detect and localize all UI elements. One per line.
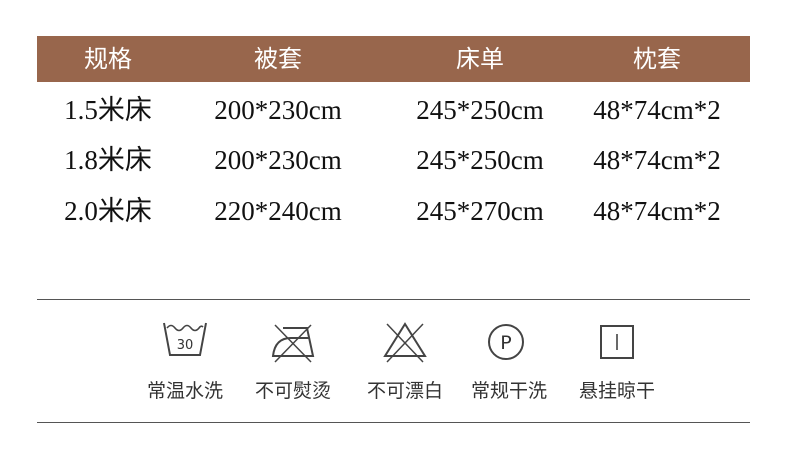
divider-top	[37, 299, 750, 300]
header-bed-sheet: 床单	[456, 45, 504, 73]
dry-clean-p-icon: P	[488, 324, 524, 360]
care-label-no-iron: 不可熨烫	[254, 380, 332, 402]
cell: 48*74cm*2	[593, 145, 721, 175]
no-bleach-icon	[383, 322, 427, 363]
cell: 48*74cm*2	[593, 95, 721, 125]
hang-dry-icon	[600, 325, 634, 359]
care-label-dry-clean: 常规干洗	[470, 380, 548, 402]
cell: 48*74cm*2	[593, 196, 721, 226]
care-label-wash: 常温水洗	[146, 380, 224, 402]
table-header-bar	[37, 36, 750, 82]
header-pillowcase: 枕套	[633, 45, 681, 73]
cell: 1.5米床	[64, 95, 152, 125]
cell: 245*270cm	[416, 196, 544, 226]
wash-30-icon: 30	[163, 322, 207, 356]
care-label-no-bleach: 不可漂白	[366, 380, 444, 402]
cell: 245*250cm	[416, 145, 544, 175]
cell: 220*240cm	[214, 196, 342, 226]
header-spec: 规格	[84, 45, 132, 73]
cell: 1.8米床	[64, 145, 152, 175]
cell: 245*250cm	[416, 95, 544, 125]
header-duvet-cover: 被套	[254, 45, 302, 73]
cell: 200*230cm	[214, 95, 342, 125]
svg-text:P: P	[500, 332, 511, 354]
cell: 2.0米床	[64, 196, 152, 226]
no-iron-icon	[271, 324, 315, 363]
care-label-hang-dry: 悬挂晾干	[578, 380, 656, 402]
svg-text:30: 30	[177, 338, 194, 353]
cell: 200*230cm	[214, 145, 342, 175]
divider-bottom	[37, 422, 750, 423]
